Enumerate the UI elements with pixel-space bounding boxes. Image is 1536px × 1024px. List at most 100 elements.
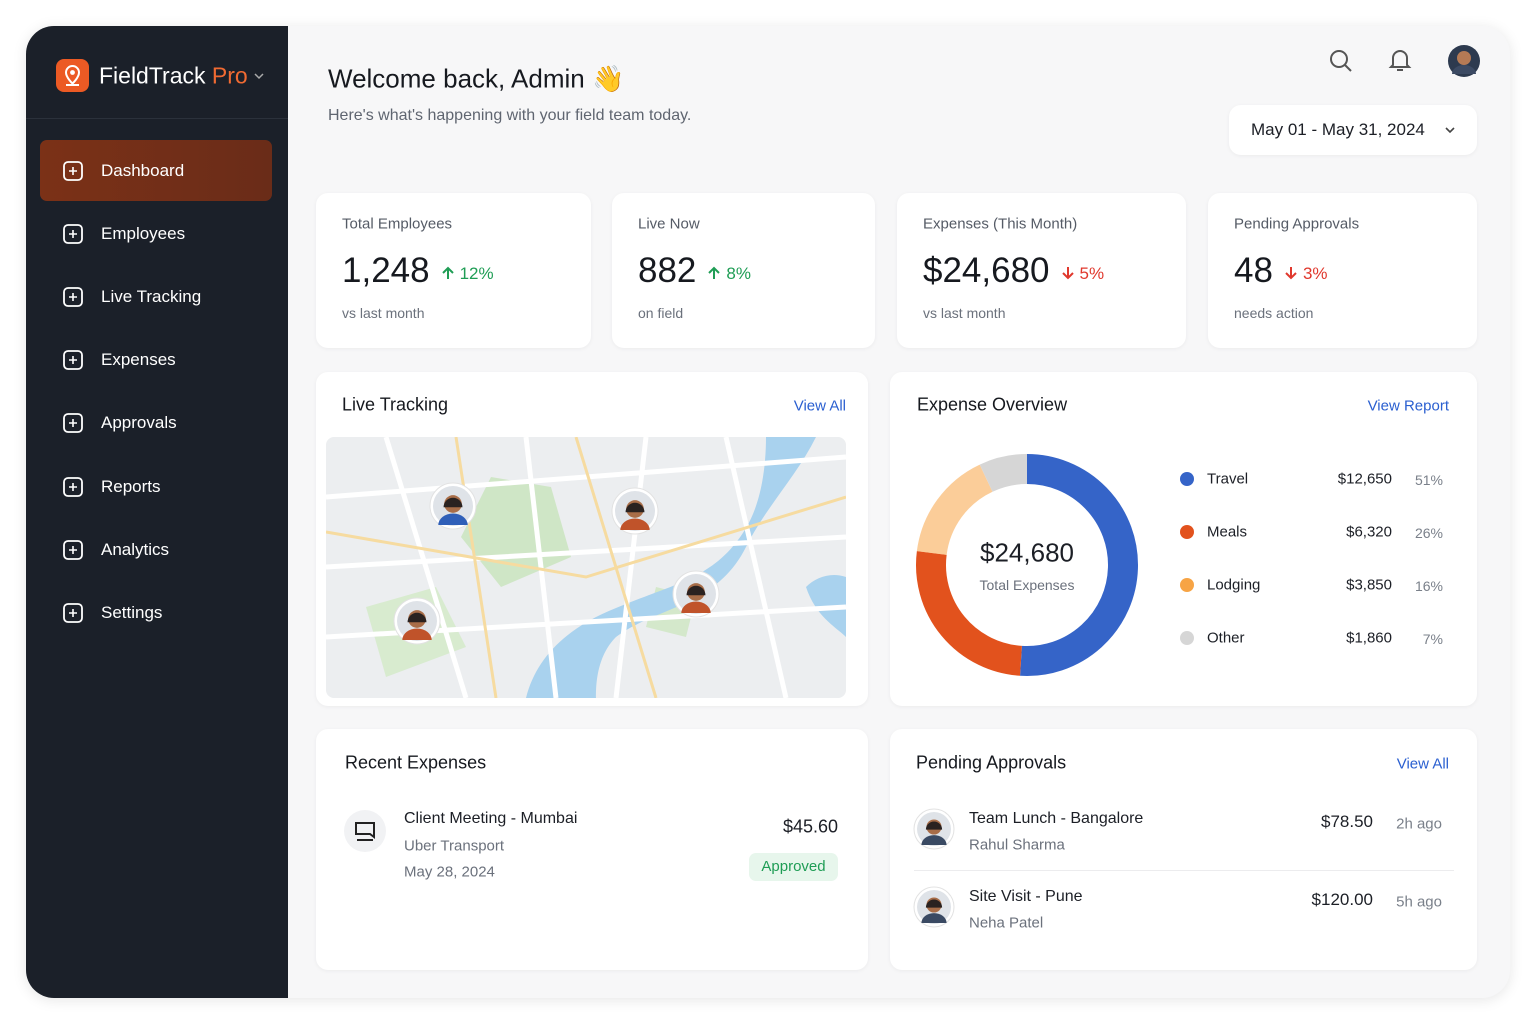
nav-icon [63,350,83,371]
row-divider [914,870,1454,871]
stat-change: 12% [459,264,494,283]
donut-segment [916,551,1023,676]
stat-note: needs action [1234,305,1314,321]
approval-time: 2h ago [1396,815,1442,833]
legend-percent: 16% [1414,578,1443,594]
legend-amount: $3,850 [1346,576,1392,594]
legend-label: Other [1207,629,1245,647]
recent-expenses-card [316,729,868,970]
stat-card [897,193,1186,348]
page-title: Welcome back, Admin 👋 [328,63,625,94]
date-dropdown-icon [1445,127,1455,134]
nav-icon [63,476,83,497]
expense-date: May 28, 2024 [404,863,495,881]
date-range: May 01 - May 31, 2024 [1251,120,1425,139]
map-pin [611,487,659,535]
stat-value: 48 [1234,251,1273,290]
brand: FieldTrack Pro [99,63,248,90]
stat-label: Live Now [638,215,700,233]
stat-card [316,193,591,348]
approval-time: 5h ago [1396,893,1442,911]
status-badge: Approved [749,853,838,881]
legend-label: Travel [1207,470,1249,488]
card-title: Pending Approvals [916,752,1067,773]
card-title: Live Tracking [342,394,449,415]
stat-note: on field [638,305,684,321]
nav-item[interactable]: Reports [101,476,161,496]
legend-percent: 7% [1422,631,1443,647]
nav-item[interactable]: Employees [101,224,186,244]
legend-amount: $12,650 [1337,470,1392,488]
legend-dot [1180,525,1194,539]
approval-person: Neha Patel [969,914,1044,932]
stat-label: Pending Approvals [1234,215,1360,233]
nav-item[interactable]: Dashboard [101,161,185,180]
view-all-link[interactable]: View All [793,397,846,415]
nav-icon [63,287,83,308]
donut-center-value: $24,680 [980,537,1074,568]
brand-logo [56,59,89,92]
nav-icon [63,161,83,181]
stat-card [1208,193,1477,348]
stat-value: $24,680 [923,251,1050,290]
nav-item[interactable]: Approvals [101,413,177,433]
notifications-button[interactable] [1386,46,1414,74]
map-pin [429,482,477,530]
brand-menu[interactable] [253,72,265,80]
nav-item[interactable]: Expenses [101,350,176,370]
stat-value: 882 [638,251,697,290]
map-pin [672,570,720,618]
stat-arrow [1285,267,1297,280]
user-avatar[interactable] [1447,44,1481,78]
search-button[interactable] [1327,47,1355,75]
stat-arrow [1061,267,1074,280]
stat-label: Expenses (This Month) [923,215,1078,233]
view-all-link[interactable]: View All [1396,755,1449,773]
legend-percent: 51% [1414,472,1443,488]
approval-amount: $120.00 [1311,890,1373,909]
legend-dot [1180,578,1194,592]
expense-subtitle: Uber Transport [404,837,505,855]
stat-label: Total Employees [342,215,453,233]
approval-person: Rahul Sharma [969,836,1065,854]
nav-item[interactable]: Settings [101,602,163,622]
nav-icon [63,413,83,434]
legend-amount: $6,320 [1346,523,1392,541]
nav-item[interactable]: Live Tracking [101,287,202,307]
view-report-link[interactable]: View Report [1367,397,1449,415]
expense-icon [344,810,386,852]
stat-change: 3% [1302,264,1328,283]
nav-icon [63,602,83,623]
brand-name: FieldTrack [99,62,206,89]
stat-change: 5% [1079,264,1105,283]
donut-segment [916,464,993,556]
approval-title: Site Visit - Pune [969,888,1083,905]
approval-title: Team Lunch - Bangalore [969,810,1144,827]
stat-card [612,193,875,348]
pending-approvals-card [890,729,1477,970]
approver-avatar [913,808,955,850]
legend-amount: $1,860 [1346,629,1392,647]
nav-active-bg [40,140,272,201]
stat-value: 1,248 [342,251,430,290]
donut-segment [1020,454,1138,676]
brand-accent: Pro [211,62,248,89]
nav-item[interactable]: Analytics [101,539,170,559]
map-pin [393,597,441,645]
sidebar-divider [26,118,288,119]
donut-center-label: Total Expenses [979,577,1075,593]
card-title: Expense Overview [917,394,1068,415]
card-title: Recent Expenses [345,752,487,773]
stat-arrow [441,266,454,279]
expense-title: Client Meeting - Mumbai [404,810,578,827]
stat-note: vs last month [342,305,425,321]
legend-label: Lodging [1207,576,1261,594]
legend-dot [1180,631,1194,645]
stat-change: 8% [726,264,751,283]
stat-note: vs last month [923,305,1006,321]
legend-percent: 26% [1414,525,1443,541]
nav-icon [63,539,83,560]
map[interactable] [326,437,846,698]
legend-label: Meals [1207,523,1248,541]
date-range-picker[interactable] [1229,105,1477,155]
